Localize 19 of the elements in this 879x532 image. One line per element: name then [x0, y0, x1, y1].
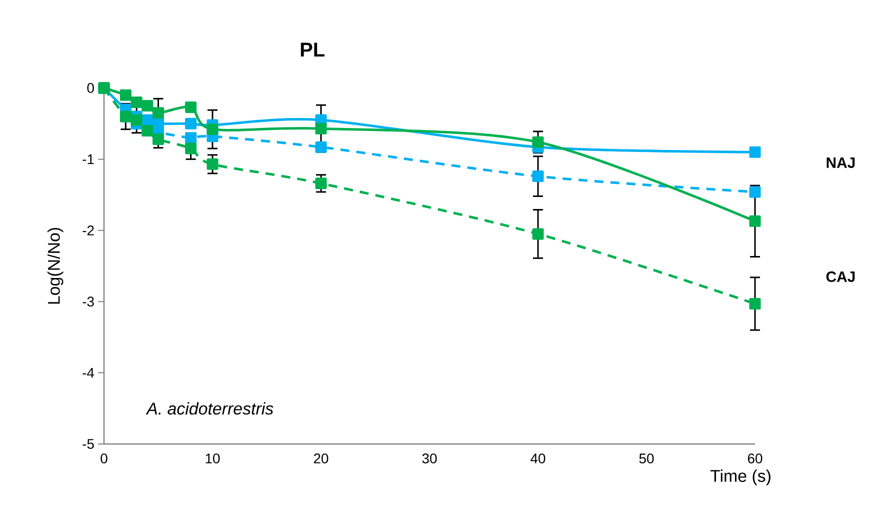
x-tick-label: 20 — [314, 454, 328, 464]
y-tick-label: -1 — [82, 154, 94, 164]
text: CAJ — [826, 271, 855, 282]
x-tick-label: 40 — [530, 454, 546, 464]
y-tick-label: -4 — [82, 368, 94, 378]
x-tick-label: 0 — [100, 454, 108, 464]
x-tick-label: 30 — [422, 454, 437, 464]
y-axis-title: Log(N/No) — [47, 228, 64, 304]
y-tick-label: -3 — [82, 296, 94, 307]
text: NAJ — [826, 158, 855, 168]
x-axis-title: Time (s) — [710, 470, 770, 486]
x-tick-label: 50 — [639, 454, 654, 464]
annotation: A. acidoterrestris — [146, 402, 274, 415]
x-tick-label: 10 — [206, 454, 220, 464]
chart-title: PL — [300, 42, 324, 56]
y-tick-label: 0 — [87, 83, 94, 93]
y-tick-label: -5 — [82, 439, 94, 449]
y-tick-label: -2 — [82, 226, 94, 236]
x-tick-label: 60 — [748, 454, 762, 464]
